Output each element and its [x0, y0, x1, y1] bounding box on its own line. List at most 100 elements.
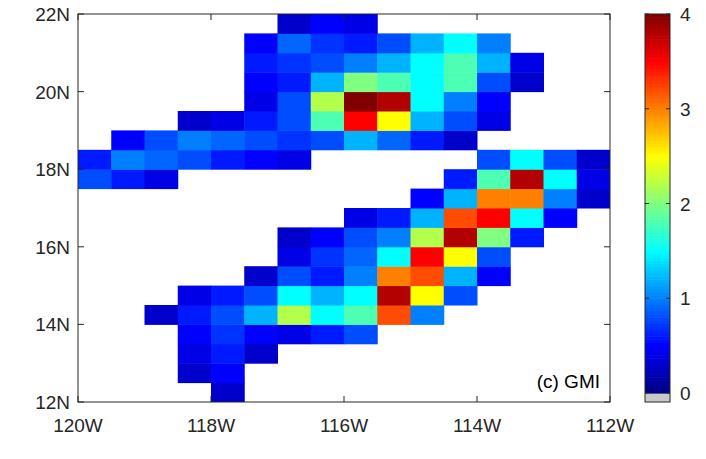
heat-cell — [544, 150, 578, 170]
heat-cell — [377, 111, 411, 131]
heat-cell — [411, 305, 445, 325]
heat-cell — [344, 33, 378, 53]
heat-cell — [577, 150, 610, 170]
x-tick-label: 112W — [586, 415, 634, 436]
heat-cell — [377, 286, 411, 306]
heat-cell — [78, 169, 112, 189]
heat-cell — [444, 286, 478, 306]
heat-cell — [510, 169, 544, 189]
y-tick — [604, 246, 610, 247]
heat-cell — [211, 305, 245, 325]
heat-cell — [278, 92, 312, 112]
colorbar-swatch — [645, 14, 670, 18]
heat-cell — [244, 324, 278, 344]
x-tick — [477, 14, 478, 20]
colorbar-tick-label: 2 — [680, 194, 691, 215]
heat-cell — [244, 53, 278, 73]
heat-cell — [377, 72, 411, 92]
heat-cell — [244, 33, 278, 53]
heat-cell — [477, 169, 511, 189]
heat-cell — [444, 189, 478, 209]
heat-cell — [311, 324, 345, 344]
heat-cell — [444, 53, 478, 73]
heat-cell — [211, 130, 245, 150]
heat-cell — [211, 111, 245, 131]
heat-cell — [344, 247, 378, 267]
x-tick — [610, 396, 611, 402]
x-tick-label: 120W — [53, 415, 103, 436]
heat-cell — [211, 150, 245, 170]
heat-cell — [278, 150, 312, 170]
cells — [78, 14, 610, 402]
heat-cell — [278, 72, 312, 92]
heat-cell — [278, 130, 312, 150]
x-tick-label: 118W — [187, 415, 235, 436]
heat-cell — [444, 130, 478, 150]
heat-cell — [178, 324, 212, 344]
heat-cell — [311, 130, 345, 150]
y-tick — [78, 402, 84, 403]
heat-cell — [477, 72, 511, 92]
heat-cell — [544, 189, 578, 209]
colorbar-tick — [645, 298, 649, 299]
heat-cell — [278, 33, 312, 53]
heat-cell — [544, 208, 578, 228]
heat-cell — [411, 53, 445, 73]
heat-cell — [178, 111, 212, 131]
y-tick — [78, 91, 84, 92]
x-tick — [610, 14, 611, 20]
heat-cell — [411, 286, 445, 306]
heat-cell — [477, 150, 511, 170]
colorbar-tick — [645, 393, 649, 394]
heat-cell — [477, 33, 511, 53]
heat-cell — [311, 305, 345, 325]
heat-cell — [444, 266, 478, 286]
heat-cell — [411, 266, 445, 286]
heat-cell — [444, 247, 478, 267]
colorbar-tick — [645, 14, 649, 15]
heat-cell — [411, 72, 445, 92]
y-tick — [78, 14, 84, 15]
heat-cell — [145, 130, 179, 150]
y-tick-label: 20N — [35, 82, 70, 103]
chart: 120W118W116W114W112W12N14N16N18N20N22N(c… — [0, 0, 706, 459]
heat-cell — [344, 72, 378, 92]
heat-cell — [344, 111, 378, 131]
heat-cell — [477, 53, 511, 73]
heat-cell — [311, 227, 345, 247]
heat-cell — [411, 227, 445, 247]
heat-cell — [477, 227, 511, 247]
heat-cell — [377, 208, 411, 228]
heat-cell — [278, 14, 312, 34]
heat-cell — [444, 169, 478, 189]
heat-cell — [211, 286, 245, 306]
heat-cell — [211, 324, 245, 344]
heat-cell — [311, 286, 345, 306]
heat-cell — [311, 72, 345, 92]
heat-cell — [278, 324, 312, 344]
heat-cell — [178, 344, 212, 364]
y-tick-label: 12N — [35, 392, 70, 413]
x-tick — [477, 396, 478, 402]
heat-cell — [377, 266, 411, 286]
heat-cell — [111, 130, 145, 150]
heat-cell — [344, 208, 378, 228]
heat-cell — [244, 305, 278, 325]
heat-cell — [377, 305, 411, 325]
heat-cell — [244, 92, 278, 112]
heat-cell — [411, 33, 445, 53]
heat-cell — [377, 247, 411, 267]
heat-cell — [145, 150, 179, 170]
colorbar-tick — [645, 203, 649, 204]
heat-cell — [510, 189, 544, 209]
heat-cell — [444, 92, 478, 112]
heat-cell — [311, 266, 345, 286]
heat-cell — [311, 111, 345, 131]
heat-cell — [577, 189, 610, 209]
x-tick — [78, 396, 79, 402]
heat-cell — [411, 130, 445, 150]
colorbar-tick-label: 1 — [680, 288, 691, 309]
heat-cell — [278, 111, 312, 131]
heat-cell — [311, 247, 345, 267]
heat-cell — [510, 208, 544, 228]
